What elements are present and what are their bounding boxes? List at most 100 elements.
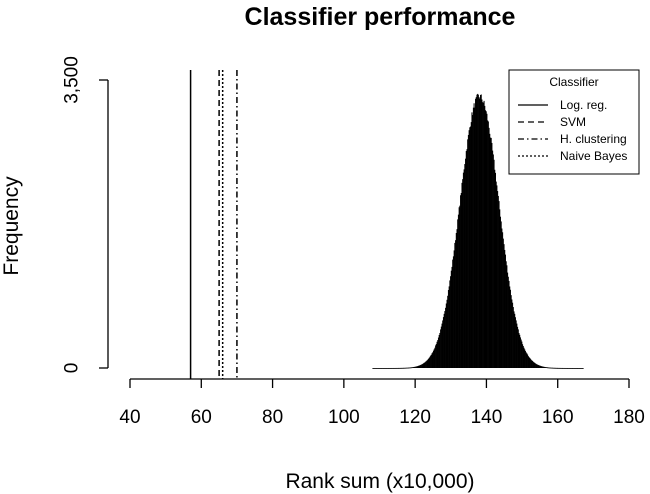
histogram-bar — [490, 137, 492, 368]
histogram-bar — [544, 366, 546, 368]
histogram-bar — [557, 367, 559, 369]
histogram-bar — [446, 299, 448, 368]
histogram-bar — [438, 335, 440, 368]
histogram-bar — [486, 113, 488, 369]
histogram-bar — [407, 367, 409, 369]
histogram-bar — [379, 367, 381, 369]
histogram-bar — [384, 367, 386, 369]
histogram-bar — [437, 340, 439, 368]
x-axis: 40 60 80 100 120 140 160 180 — [119, 378, 645, 428]
histogram-bar — [399, 367, 401, 369]
histogram-bar — [566, 367, 568, 369]
histogram-bar — [502, 238, 504, 368]
histogram-bar — [503, 244, 505, 368]
histogram-bar — [385, 367, 387, 369]
histogram-bar — [412, 367, 414, 368]
histogram-bar — [387, 367, 389, 369]
histogram-bar — [509, 289, 511, 368]
histogram-bar — [456, 229, 458, 368]
histogram — [372, 93, 584, 369]
histogram-bar — [494, 169, 496, 368]
histogram-bar — [427, 358, 429, 368]
histogram-bar — [471, 112, 473, 368]
histogram-bar — [454, 242, 456, 368]
histogram-bar — [475, 98, 477, 368]
histogram-bar — [452, 256, 454, 368]
y-axis-title: Frequency — [0, 176, 23, 276]
histogram-bar — [514, 313, 516, 368]
histogram-bar — [439, 332, 441, 368]
histogram-bar — [504, 249, 506, 368]
histogram-bar — [574, 367, 576, 369]
chart-title: Classifier performance — [245, 3, 516, 31]
histogram-bar — [377, 367, 379, 369]
histogram-bar — [403, 367, 405, 369]
histogram-bar — [530, 359, 532, 368]
histogram-bar — [400, 367, 402, 369]
histogram-bar — [476, 94, 478, 368]
histogram-bar — [447, 290, 449, 368]
histogram-bar — [445, 303, 447, 368]
histogram-bar — [424, 362, 426, 368]
histogram-bar — [470, 126, 472, 369]
histogram-bar — [574, 367, 576, 369]
histogram-bar — [549, 367, 551, 369]
histogram-bar — [552, 367, 554, 369]
histogram-bar — [442, 317, 444, 368]
histogram-bar — [418, 365, 420, 368]
histogram-bar — [571, 367, 573, 369]
histogram-bar — [528, 356, 530, 368]
histogram-bar — [527, 355, 529, 368]
histogram-bar — [453, 250, 455, 368]
histogram-bar — [375, 367, 377, 369]
histogram-bar — [581, 367, 583, 369]
histogram-bar — [380, 367, 382, 369]
histogram-bar — [577, 367, 579, 369]
plot-area — [189, 70, 584, 379]
histogram-bar — [534, 362, 536, 368]
histogram-bar — [415, 366, 417, 368]
histogram-bar — [502, 232, 504, 368]
histogram-bar — [537, 364, 539, 368]
histogram-bar — [523, 347, 525, 368]
histogram-bar — [450, 276, 452, 368]
histogram-bar — [473, 103, 475, 368]
histogram-bar — [562, 367, 564, 369]
histogram-bar — [400, 367, 402, 369]
histogram-bar — [571, 367, 573, 369]
histogram-bar — [531, 360, 533, 368]
histogram-bar — [449, 280, 451, 368]
histogram-bar — [441, 323, 443, 368]
x-tick-label: 160 — [542, 407, 574, 428]
x-tick-label: 140 — [471, 407, 503, 428]
histogram-bar — [520, 339, 522, 368]
histogram-bar — [444, 311, 446, 368]
histogram-bar — [422, 363, 424, 368]
histogram-bar — [551, 367, 553, 369]
histogram-bar — [549, 367, 551, 369]
histogram-bar — [425, 361, 427, 368]
histogram-bar — [405, 367, 407, 369]
histogram-bar — [429, 356, 431, 368]
histogram-bar — [392, 367, 394, 369]
histogram-bar — [540, 366, 542, 368]
histogram-bar — [464, 164, 466, 368]
histogram-bar — [489, 133, 491, 368]
histogram-bar — [425, 361, 427, 368]
histogram-bar — [413, 366, 415, 368]
histogram-bar — [383, 367, 385, 369]
histogram-bar — [560, 367, 562, 369]
histogram-bar — [465, 158, 467, 368]
histogram-bar — [465, 151, 467, 368]
histogram-bar — [564, 367, 566, 369]
histogram-bar — [372, 367, 374, 369]
histogram-bar — [488, 127, 490, 368]
histogram-bar — [376, 367, 378, 369]
histogram-bar — [462, 172, 464, 368]
legend-label: H. clustering — [560, 132, 627, 146]
histogram-bar — [433, 349, 435, 368]
histogram-bar — [421, 364, 423, 368]
histogram-bar — [539, 365, 541, 368]
histogram-bar — [509, 286, 511, 368]
histogram-bar — [547, 367, 549, 369]
